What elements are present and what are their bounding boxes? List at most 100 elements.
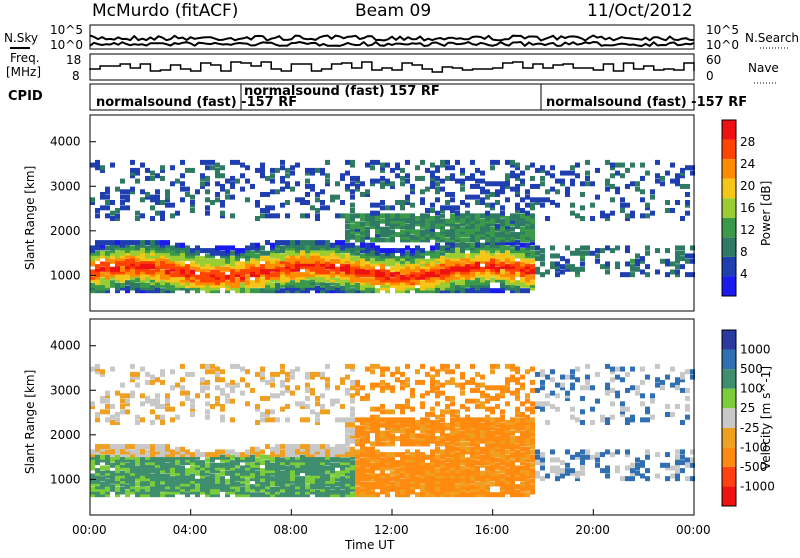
velocity-cell (480, 460, 485, 466)
power-cell (475, 216, 480, 222)
power-cell (665, 208, 670, 213)
power-cell (390, 181, 395, 187)
power-cell (400, 234, 405, 240)
velocity-cell (680, 371, 685, 377)
power-cell (175, 277, 180, 283)
velocity-cell (620, 401, 625, 407)
power-cell (460, 280, 465, 286)
velocity-cell (460, 492, 465, 498)
power-cell (605, 159, 610, 165)
velocity-cell (270, 492, 275, 498)
velocity-cell (110, 462, 115, 468)
velocity-cell (240, 486, 245, 492)
power-cell (115, 277, 120, 283)
power-cell (285, 272, 290, 278)
power-cell (300, 264, 305, 270)
power-cell (530, 234, 535, 240)
power-cell (420, 218, 425, 224)
velocity-cell (310, 446, 315, 452)
velocity-cell (365, 433, 370, 439)
velocity-cell (255, 452, 260, 458)
power-cell (400, 274, 405, 280)
velocity-cell (405, 462, 410, 468)
power-cell (130, 285, 135, 291)
velocity-cell (345, 433, 350, 439)
velocity-cell (220, 414, 225, 420)
power-cell (500, 269, 505, 275)
velocity-cell (355, 425, 360, 431)
power-cell (95, 269, 100, 275)
power-cell (405, 280, 410, 286)
power-cell (500, 264, 505, 270)
velocity-cell (620, 409, 625, 415)
velocity-cell (455, 486, 460, 492)
velocity-cell (355, 430, 360, 436)
velocity-cell (200, 452, 205, 458)
power-cell (135, 282, 140, 288)
power-cell (355, 277, 360, 283)
power-cell (125, 261, 130, 267)
power-cell (380, 199, 385, 205)
power-cell (140, 264, 145, 270)
power-cell (655, 248, 660, 254)
velocity-cell (215, 486, 220, 492)
velocity-cell (425, 468, 430, 474)
velocity-cell (150, 457, 155, 463)
velocity-cell (400, 486, 405, 492)
velocity-cell (175, 484, 180, 490)
velocity-cell (375, 476, 380, 482)
velocity-cell (665, 374, 670, 380)
power-cell (580, 250, 585, 256)
power-cell (350, 229, 355, 235)
power-cell (440, 159, 445, 165)
power-cell (165, 261, 170, 267)
velocity-cell (105, 409, 110, 415)
velocity-cell (480, 428, 485, 434)
power-cell (445, 221, 450, 227)
velocity-cell (390, 476, 395, 482)
velocity-cell (630, 476, 635, 482)
power-cell (435, 216, 440, 222)
velocity-cell (475, 444, 480, 450)
power-cell (385, 213, 390, 219)
power-cell (350, 277, 355, 283)
velocity-cell (295, 444, 300, 450)
velocity-cell (525, 454, 530, 460)
velocity-cell (575, 476, 580, 482)
power-cell (295, 285, 300, 291)
velocity-cell (305, 444, 310, 450)
power-cell (200, 175, 205, 181)
velocity-cell (90, 403, 95, 409)
velocity-cell (410, 478, 415, 484)
velocity-cell (435, 454, 440, 460)
power-cell (95, 213, 100, 219)
velocity-cell (510, 489, 515, 495)
velocity-cell (350, 446, 355, 452)
velocity-cell (295, 457, 300, 463)
power-cell (410, 221, 415, 227)
power-cell (345, 224, 350, 230)
velocity-cell (265, 473, 270, 479)
velocity-cell (100, 409, 105, 415)
power-cell (175, 264, 180, 270)
power-cell (450, 248, 455, 254)
power-cell (180, 186, 185, 192)
velocity-cell (450, 452, 455, 458)
velocity-cell (430, 430, 435, 436)
power-cell (500, 261, 505, 267)
velocity-cell (500, 422, 505, 428)
power-cell (385, 229, 390, 235)
velocity-cell (480, 390, 485, 396)
velocity-cell (120, 446, 125, 452)
power-cell (375, 253, 380, 259)
power-cell (90, 199, 95, 205)
power-cell (410, 253, 415, 259)
velocity-cell (510, 417, 515, 423)
power-cell (140, 242, 145, 248)
power-cell (645, 213, 650, 219)
power-cell (440, 234, 445, 240)
power-cell (455, 232, 460, 238)
velocity-cell (195, 470, 200, 476)
velocity-cell (245, 382, 250, 388)
